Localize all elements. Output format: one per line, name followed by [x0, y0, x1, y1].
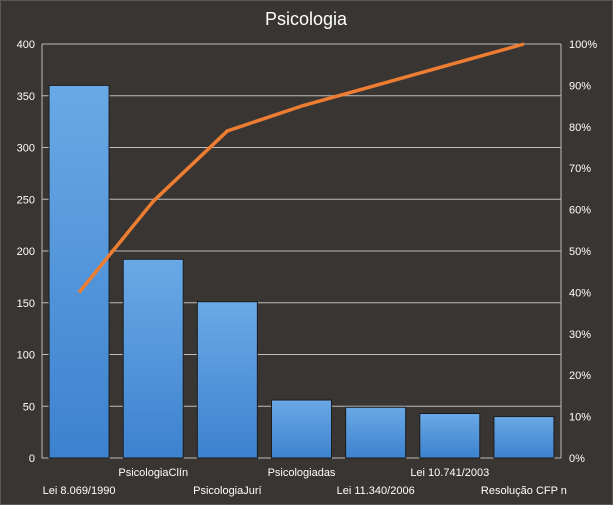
bar	[196, 301, 258, 459]
bar	[419, 412, 481, 459]
y-tick-label: 150	[17, 298, 35, 310]
y2-tick-label: 50%	[569, 246, 591, 258]
x-category-label: PsicologiaClín	[118, 467, 188, 479]
y2-tick-label: 30%	[569, 329, 591, 341]
y-tick-label: 0	[29, 453, 35, 465]
y2-tick-label: 20%	[569, 370, 591, 382]
bar	[493, 416, 555, 459]
y2-tick-label: 40%	[569, 287, 591, 299]
y2-tick-label: 70%	[569, 163, 591, 175]
y-tick-label: 100	[17, 350, 35, 362]
y2-tick-label: 90%	[569, 80, 591, 92]
cumulative-series-line	[77, 42, 525, 294]
bar	[122, 258, 184, 459]
y-tick-label: 300	[17, 143, 35, 155]
y2-tick-label: 10%	[569, 412, 591, 424]
cumulative-line	[77, 42, 525, 294]
bar	[271, 399, 332, 459]
x-category-label: Lei 10.741/2003	[410, 467, 489, 479]
y-tick-label: 250	[17, 194, 35, 206]
y2-tick-label: 60%	[569, 205, 591, 217]
y-axis-left: 0 50 100 150 200 250 300 350 400	[17, 39, 35, 465]
x-category-label: Psicologiadas	[268, 467, 336, 479]
bars	[48, 84, 555, 459]
y2-tick-label: 0%	[569, 453, 585, 465]
x-category-label: Resolução CFP n	[481, 485, 567, 497]
bar	[48, 84, 110, 459]
bar	[345, 406, 407, 459]
y2-tick-label: 100%	[569, 39, 597, 51]
x-category-label: PsicologiaJurí	[193, 485, 261, 497]
x-category-label: Lei 8.069/1990	[43, 485, 116, 497]
y-tick-label: 50	[23, 401, 35, 413]
y2-tick-label: 80%	[569, 122, 591, 134]
y-axis-right: 0% 10% 20% 30% 40% 50% 60% 70% 80% 90% 100%	[569, 39, 597, 465]
x-category-label: Lei 11.340/2006	[337, 485, 415, 497]
y-tick-label: 350	[17, 91, 35, 103]
y-tick-label: 400	[17, 39, 35, 51]
y-tick-label: 200	[17, 246, 35, 258]
chart-title: Psicologia	[265, 9, 348, 29]
